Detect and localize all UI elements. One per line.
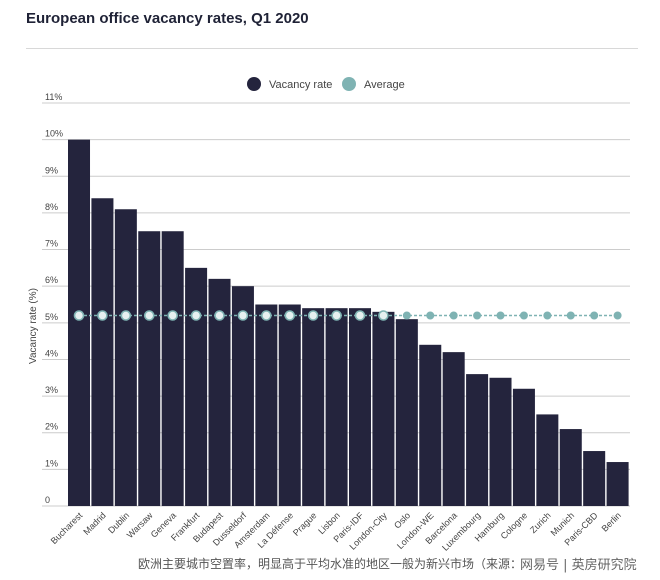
average-point <box>402 311 411 320</box>
average-point <box>613 311 622 320</box>
bar-paris-cbd <box>583 451 606 506</box>
legend-label-average: Average <box>364 79 405 91</box>
bar-bucharest <box>68 139 91 507</box>
title-divider <box>26 48 638 49</box>
bar-lisbon <box>325 308 348 506</box>
average-point <box>354 310 366 321</box>
bar-madrid <box>91 198 114 506</box>
bar-munich <box>559 429 582 506</box>
bar-la-d-fense <box>278 304 301 506</box>
bar-warsaw <box>138 231 161 506</box>
average-point <box>590 311 599 320</box>
bar-london-we <box>419 344 442 506</box>
chart-title: European office vacancy rates, Q1 2020 <box>26 10 309 27</box>
y-tick-label: 11% <box>45 92 62 102</box>
bar-dusseldorf <box>231 286 254 506</box>
average-point <box>97 310 108 321</box>
average-point <box>261 310 272 321</box>
average-point <box>496 311 505 320</box>
y-tick-label: 5% <box>45 312 58 322</box>
bar-hamburg <box>489 377 512 506</box>
x-category-label: Madrid <box>81 510 108 537</box>
x-category-label: Bucharest <box>49 510 85 546</box>
average-point <box>378 310 389 321</box>
average-point <box>473 311 482 320</box>
average-point <box>543 311 552 320</box>
bar-zurich <box>536 414 559 506</box>
bar-oslo <box>395 319 418 506</box>
bar-paris-idf <box>349 308 372 506</box>
average-point <box>519 311 528 320</box>
x-category-label: Prague <box>291 510 319 538</box>
average-point <box>214 310 225 321</box>
watermark: 网易号 | 英房研究院 <box>520 558 637 573</box>
average-point <box>331 310 342 321</box>
y-tick-label: 7% <box>45 239 58 249</box>
caption: 欧洲主要城市空置率，明显高于平均水准的地区一般为新兴市场（来源： <box>137 557 522 571</box>
y-tick-label: 9% <box>45 165 58 175</box>
bar-berlin <box>606 462 629 506</box>
average-point <box>190 310 202 321</box>
legend: Vacancy rate Average <box>247 77 405 91</box>
average-point <box>73 310 85 321</box>
bar-barcelona <box>442 352 465 506</box>
average-point <box>120 310 132 321</box>
y-tick-label: 2% <box>45 422 58 432</box>
bar-budapest <box>208 278 231 506</box>
bar-geneva <box>161 231 184 506</box>
y-tick-label: 10% <box>45 129 63 139</box>
legend-swatch-vacancy-rate <box>247 77 261 91</box>
average-point <box>167 310 178 321</box>
bar-cologne <box>512 388 535 506</box>
bar-dublin <box>114 209 137 506</box>
x-category-label: Oslo <box>392 510 412 530</box>
y-tick-label: 4% <box>45 348 58 358</box>
legend-swatch-average <box>342 77 356 91</box>
x-category-label: Berlin <box>600 510 623 533</box>
legend-label-vacancy-rate: Vacancy rate <box>269 79 332 91</box>
average-point <box>307 310 319 321</box>
bar-amsterdam <box>255 304 278 506</box>
y-tick-label: 0 <box>45 495 50 505</box>
average-point <box>284 310 296 321</box>
average-point <box>426 311 435 320</box>
average-point <box>237 310 249 321</box>
y-axis-label: Vacancy rate (%) <box>28 288 39 364</box>
bar-prague <box>302 308 325 506</box>
average-point <box>143 310 155 321</box>
bar-luxembourg <box>466 374 489 506</box>
y-tick-label: 3% <box>45 385 58 395</box>
y-tick-label: 8% <box>45 202 58 212</box>
bar-london-city <box>372 311 395 506</box>
y-tick-label: 6% <box>45 275 58 285</box>
average-point <box>566 311 575 320</box>
average-point <box>449 311 458 320</box>
y-tick-label: 1% <box>45 458 58 468</box>
bar-frankfurt <box>185 267 208 506</box>
